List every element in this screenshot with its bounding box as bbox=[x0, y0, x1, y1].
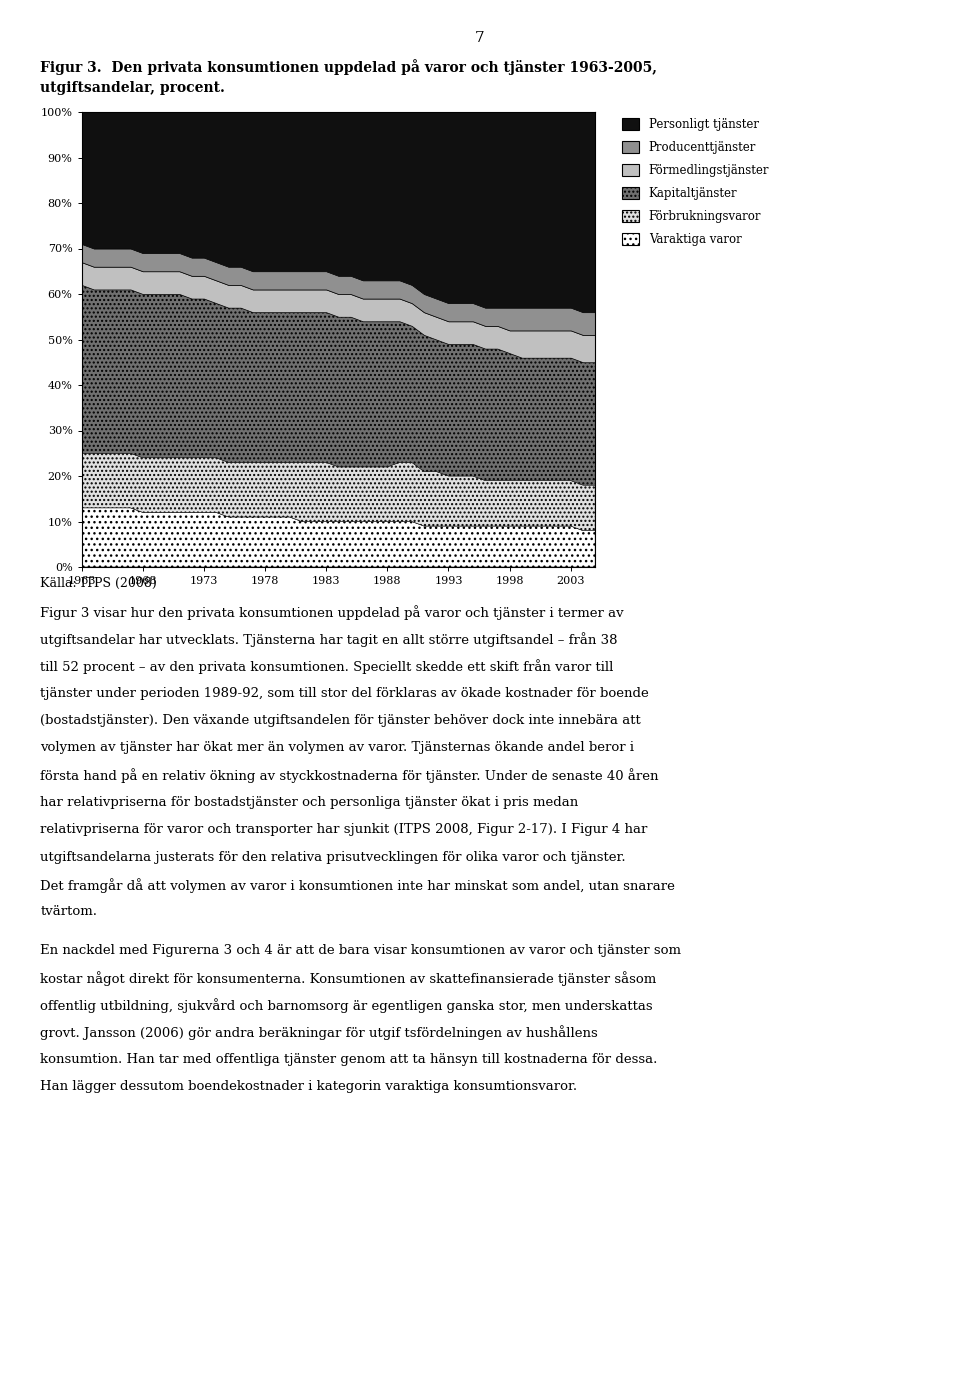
Text: Han lägger dessutom boendekostnader i kategorin varaktiga konsumtionsvaror.: Han lägger dessutom boendekostnader i ka… bbox=[40, 1081, 578, 1093]
Text: grovt. Jansson (2006) gör andra beräkningar för utgif tsfördelningen av hushålle: grovt. Jansson (2006) gör andra beräknin… bbox=[40, 1026, 598, 1040]
Text: utgiftsandelar, procent.: utgiftsandelar, procent. bbox=[40, 81, 226, 95]
Text: första hand på en relativ ökning av styckkostnaderna för tjänster. Under de sena: första hand på en relativ ökning av styc… bbox=[40, 769, 659, 784]
Text: offentlig utbildning, sjukvård och barnomsorg är egentligen ganska stor, men und: offentlig utbildning, sjukvård och barno… bbox=[40, 998, 653, 1014]
Text: volymen av tjänster har ökat mer än volymen av varor. Tjänsternas ökande andel b: volymen av tjänster har ökat mer än voly… bbox=[40, 742, 635, 755]
Text: En nackdel med Figurerna 3 och 4 är att de bara visar konsumtionen av varor och : En nackdel med Figurerna 3 och 4 är att … bbox=[40, 944, 682, 956]
Text: Källa: ITPS (2008): Källa: ITPS (2008) bbox=[40, 577, 157, 589]
Text: Figur 3.  Den privata konsumtionen uppdelad på varor och tjänster 1963-2005,: Figur 3. Den privata konsumtionen uppdel… bbox=[40, 59, 658, 74]
Text: tvärtom.: tvärtom. bbox=[40, 906, 97, 918]
Text: utgiftsandelarna justerats för den relativa prisutvecklingen för olika varor och: utgiftsandelarna justerats för den relat… bbox=[40, 850, 626, 864]
Text: konsumtion. Han tar med offentliga tjänster genom att ta hänsyn till kostnaderna: konsumtion. Han tar med offentliga tjäns… bbox=[40, 1053, 658, 1065]
Text: har relativpriserna för bostadstjänster och personliga tjänster ökat i pris meda: har relativpriserna för bostadstjänster … bbox=[40, 795, 579, 809]
Text: (bostadstjänster). Den växande utgiftsandelen för tjänster behöver dock inte inn: (bostadstjänster). Den växande utgiftsan… bbox=[40, 714, 641, 727]
Text: relativpriserna för varor och transporter har sjunkit (ITPS 2008, Figur 2-17). I: relativpriserna för varor och transporte… bbox=[40, 823, 648, 836]
Text: tjänster under perioden 1989-92, som till stor del förklaras av ökade kostnader : tjänster under perioden 1989-92, som til… bbox=[40, 686, 649, 700]
Text: 7: 7 bbox=[475, 31, 485, 45]
Text: Figur 3 visar hur den privata konsumtionen uppdelad på varor och tjänster i term: Figur 3 visar hur den privata konsumtion… bbox=[40, 605, 624, 620]
Text: kostar något direkt för konsumenterna. Konsumtionen av skattefinansierade tjänst: kostar något direkt för konsumenterna. K… bbox=[40, 972, 657, 986]
Legend: Personligt tjänster, Producenttjänster, Förmedlingstjänster, Kapitaltjänster, Fö: Personligt tjänster, Producenttjänster, … bbox=[622, 118, 769, 246]
Text: utgiftsandelar har utvecklats. Tjänsterna har tagit en allt större utgiftsandel : utgiftsandelar har utvecklats. Tjänstern… bbox=[40, 633, 618, 647]
Text: Det framgår då att volymen av varor i konsumtionen inte har minskat som andel, u: Det framgår då att volymen av varor i ko… bbox=[40, 878, 675, 893]
Text: till 52 procent – av den privata konsumtionen. Speciellt skedde ett skift från v: till 52 procent – av den privata konsumt… bbox=[40, 659, 613, 675]
